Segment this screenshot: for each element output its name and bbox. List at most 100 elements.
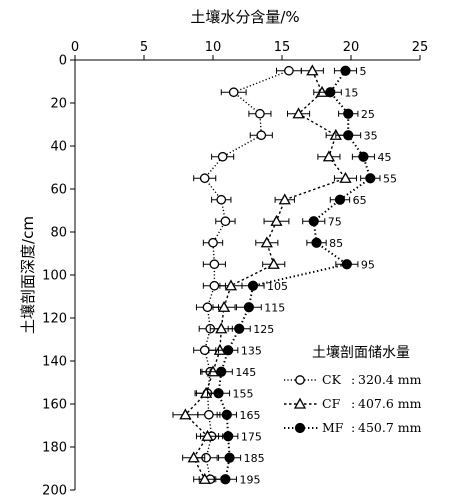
data-point-ck [202,302,213,313]
data-point-mf [213,388,224,399]
depth-label: 35 [364,129,378,142]
depth-label: 195 [239,473,260,486]
legend-item-cf: CF:407.6 mm [284,396,422,411]
depth-label: 65 [353,194,367,207]
depth-label: 155 [233,387,254,400]
legend-marker [293,397,307,409]
data-point-mf [308,216,319,227]
depth-label: 25 [361,108,375,121]
legend-separator: : [351,372,355,387]
legend-value: 320.4 mm [358,372,422,387]
x-tick-label: 0 [71,40,79,55]
data-point-mf [220,474,231,485]
data-point-mf [216,366,227,377]
legend-marker [294,422,306,434]
x-tick-label: 20 [343,40,360,55]
data-point-ck [217,151,228,162]
depth-label: 85 [329,237,343,250]
x-tick-label: 10 [205,40,222,55]
depth-label: 45 [377,151,391,164]
data-point-mf [325,87,336,98]
y-tick-label: 60 [50,183,67,198]
x-tick-label: 5 [140,40,148,55]
y-tick-label: 120 [42,312,67,327]
data-point-cf [260,236,273,248]
depth-label: 5 [360,65,367,78]
data-point-cf [187,451,200,463]
data-point-mf [343,130,354,141]
data-point-cf [217,300,231,312]
data-point-mf [247,280,259,291]
legend-title: 土壤剖面储水量 [312,344,410,361]
depth-label: 105 [267,280,288,293]
data-point-cf [339,171,352,183]
data-point-mf [340,65,351,76]
data-point-cf [292,107,305,119]
legend-series-name: MF [322,420,344,435]
depth-label: 165 [239,409,260,422]
data-point-mf [311,237,322,248]
x-axis-title: 土壤水分含量/% [190,8,299,26]
depth-label: 15 [344,86,358,99]
data-point-cf [179,408,192,420]
data-point-cf [224,279,238,291]
data-point-cf [198,472,211,484]
y-tick-label: 140 [42,355,67,370]
legend-series-name: CK [322,372,342,387]
legend-value: 450.7 mm [358,420,422,435]
y-axis-title: 土壤剖面深度/cm [19,216,37,334]
legend-separator: : [351,396,355,411]
depth-label: 145 [235,366,256,379]
series-mf [206,65,381,485]
data-point-mf [223,431,234,442]
y-tick-label: 160 [42,398,67,413]
y-tick-label: 40 [50,140,67,155]
depth-label: 75 [328,215,342,228]
data-point-mf [234,323,245,334]
data-point-mf [223,345,234,356]
depth-label: 135 [241,344,262,357]
data-point-mf [243,302,254,313]
data-point-ck [208,237,218,248]
data-point-cf [322,150,336,162]
data-point-ck [204,409,214,420]
y-tick-label: 100 [42,269,67,284]
data-point-ck [255,108,265,119]
data-point-ck [216,194,227,205]
data-point-mf [221,409,232,420]
data-point-mf [358,151,369,162]
series-ck [193,65,302,485]
data-point-cf [278,193,291,205]
data-point-mf [334,194,346,205]
axes: 0 5 10 15 20 25 0 20 40 60 80 100 120 140 160 180 200 [42,40,428,499]
data-point-mf [224,452,235,463]
data-point-ck [209,259,220,270]
data-point-ck [220,216,231,227]
data-point-ck [199,173,210,184]
data-point-cf [270,214,283,226]
data-point-mf [343,108,354,119]
data-point-ck [256,130,267,141]
legend-item-mf: MF:450.7 mm [284,420,422,435]
data-point-ck [209,280,220,291]
depth-label: 125 [253,323,274,336]
data-point-ck [199,345,210,356]
data-point-mf [365,173,376,184]
data-point-mf [341,259,352,270]
legend-marker [295,375,305,385]
depth-label: 185 [244,452,265,465]
data-point-cf [267,257,280,269]
legend-value: 407.6 mm [358,396,422,411]
depth-label: 95 [361,258,375,271]
data-point-cf [215,322,228,334]
data-point-ck [284,65,294,76]
y-tick-label: 80 [50,226,67,241]
y-tick-label: 200 [42,484,67,499]
data-point-cf [306,64,319,76]
x-tick-label: 15 [274,40,291,55]
legend-series-name: CF [322,396,341,411]
